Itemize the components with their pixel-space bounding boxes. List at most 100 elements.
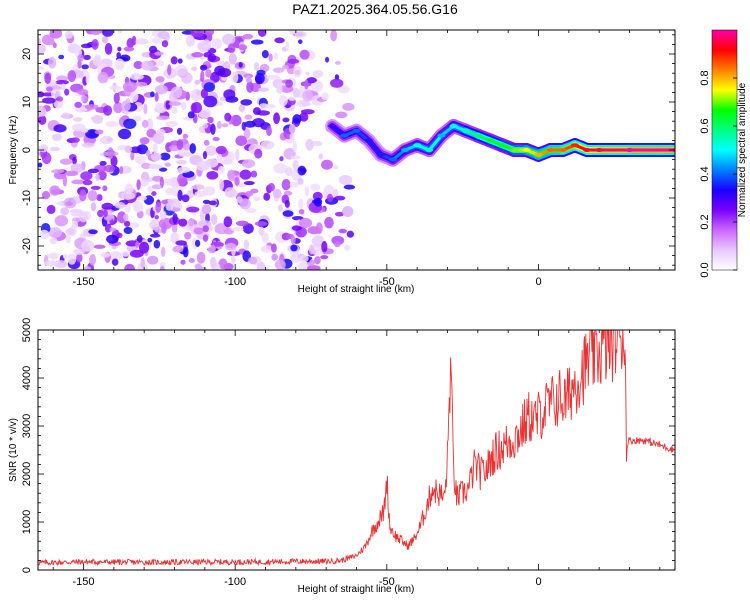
noise-blob [156,115,171,121]
noise-blob [87,190,98,202]
noise-blob [90,185,101,190]
ridge-point [522,148,531,152]
noise-blob [67,70,77,82]
noise-blob [109,85,122,91]
noise-blob [177,166,191,173]
ridge-point [364,138,373,143]
noise-blob [254,148,263,159]
noise-blob [41,190,51,200]
noise-blob [168,101,182,106]
noise-blob [129,222,140,229]
noise-blob [287,58,300,64]
noise-blob [104,43,113,55]
noise-blob [132,115,142,122]
noise-blob [314,256,321,265]
noise-blob [305,138,314,151]
noise-blob [292,114,302,124]
noise-blob [208,200,217,206]
noise-blob [217,152,223,163]
noise-blob [117,46,122,52]
noise-blob [298,39,303,44]
noise-blob [164,31,170,42]
noise-blob [184,231,192,240]
noise-blob [123,46,135,52]
ridge-point [625,148,634,152]
noise-blob [271,243,277,253]
y-tick-label: 1000 [21,510,33,534]
noise-blob [81,64,89,70]
x-tick-label: 0 [535,276,541,288]
ridge-point [570,143,579,148]
noise-blob [283,190,293,196]
noise-blob [258,226,265,236]
noise-blob [197,220,212,228]
noise-blob [134,81,148,87]
noise-blob [47,56,57,69]
noise-blob [90,202,97,212]
ridge-point [510,148,519,152]
noise-blob [186,206,200,213]
noise-blob [284,199,290,208]
spectrogram-y-axis-title: Frequency (Hz) [8,116,19,185]
noise-blob [203,30,215,36]
noise-blob [292,141,297,153]
noise-blob [77,89,89,96]
noise-blob [124,183,134,195]
noise-blob [299,217,313,229]
noise-blob [171,106,178,114]
noise-blob [282,210,294,217]
noise-blob [46,204,56,215]
noise-blob [290,244,298,252]
y-tick-label: 0 [21,567,33,573]
noise-blob [202,225,209,233]
noise-blob [38,66,45,71]
noise-blob [261,50,269,59]
noise-blob [346,230,355,238]
noise-blob [164,162,171,167]
noise-blob [81,142,95,148]
noise-blob [216,120,222,130]
noise-blob [330,78,344,88]
noise-blob [132,200,144,213]
noise-blob [165,120,179,127]
noise-blob [71,179,86,185]
noise-blob [273,112,281,125]
noise-blob [119,166,124,175]
noise-blob [268,53,273,62]
noise-blob [207,116,214,124]
noise-blob [299,112,309,122]
noise-blob [310,80,324,92]
noise-blob [76,253,83,263]
noise-blob [52,42,57,49]
noise-blob [159,210,167,220]
noise-blob [333,164,338,170]
noise-blob [337,85,350,94]
ridge-point [376,152,385,157]
noise-blob [49,252,59,260]
noise-blob [181,72,193,84]
noise-blob [206,170,219,180]
noise-blob [154,214,159,220]
noise-blob [153,239,161,249]
noise-blob [210,123,216,135]
noise-blob [182,133,189,139]
noise-blob [191,52,204,58]
noise-blob [121,100,131,112]
noise-blob [211,244,216,254]
noise-blob [272,188,282,199]
colorbar-gradient [711,29,738,271]
noise-blob [243,239,250,250]
noise-blob [165,202,174,211]
noise-blob [195,90,202,96]
noise-blob [175,240,187,246]
noise-blob [62,253,68,259]
noise-blob [335,60,341,65]
noise-blob [198,108,212,119]
noise-blob [147,255,159,265]
noise-blob [114,58,125,71]
noise-blob [210,214,218,225]
noise-blob [274,37,285,44]
y-tick-label: 0 [21,147,33,153]
noise-blob [121,250,130,257]
